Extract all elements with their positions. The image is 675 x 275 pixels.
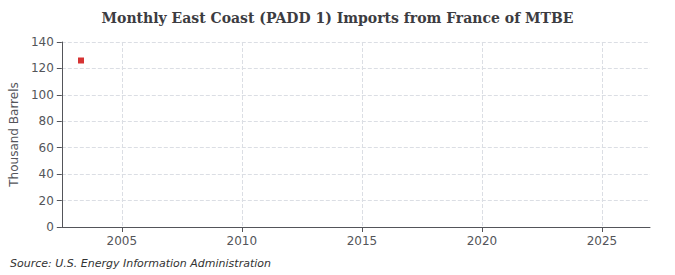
svg-text:140: 140 [31,35,54,49]
svg-text:120: 120 [31,61,54,75]
svg-text:40: 40 [39,167,54,181]
svg-text:Monthly East Coast (PADD 1) Im: Monthly East Coast (PADD 1) Imports from… [102,10,574,26]
svg-text:2025: 2025 [587,234,618,248]
svg-text:2005: 2005 [107,234,138,248]
svg-text:2010: 2010 [227,234,258,248]
svg-text:2020: 2020 [467,234,498,248]
svg-text:60: 60 [39,141,54,155]
svg-text:100: 100 [31,88,54,102]
svg-text:20: 20 [39,194,54,208]
svg-text:Thousand Barrels: Thousand Barrels [7,82,21,187]
svg-text:80: 80 [39,114,54,128]
svg-text:2015: 2015 [347,234,378,248]
svg-text:0: 0 [46,220,54,234]
svg-text:Source: U.S. Energy Informatio: Source: U.S. Energy Information Administ… [10,257,271,270]
